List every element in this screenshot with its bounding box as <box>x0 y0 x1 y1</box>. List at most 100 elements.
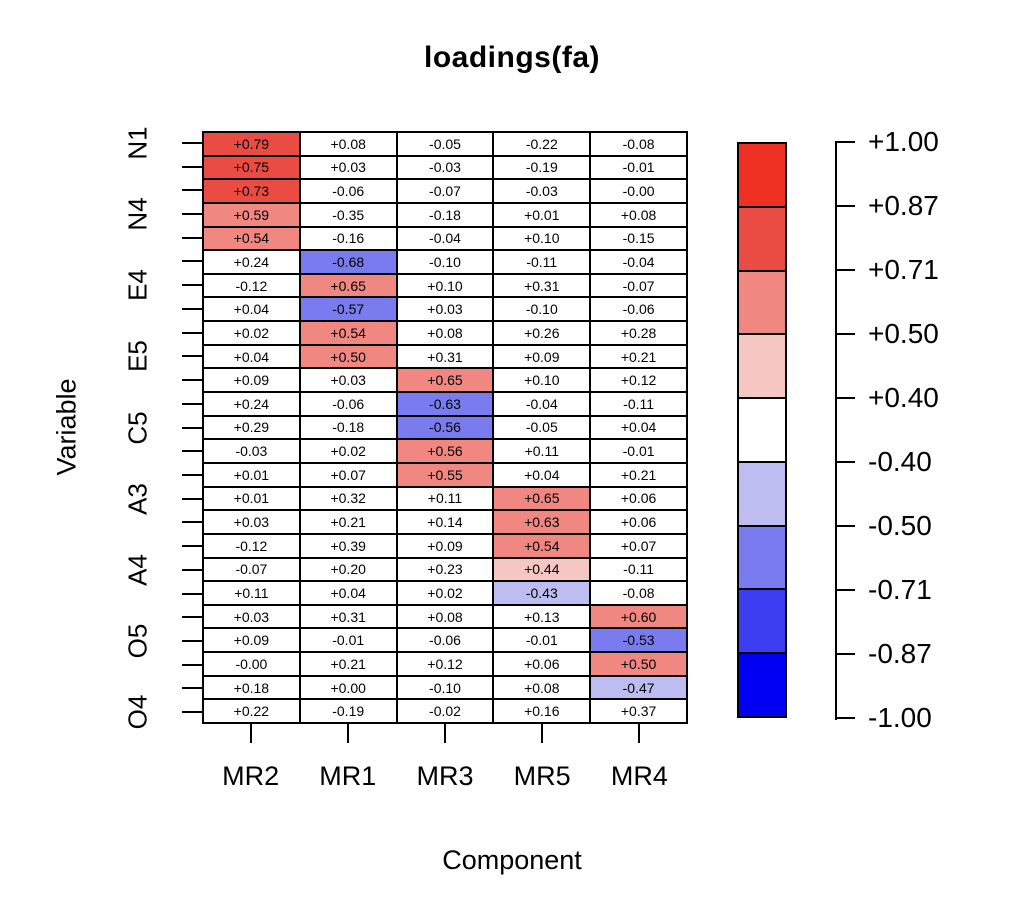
heatmap-cell: +0.03 <box>203 510 300 534</box>
heatmap-cell: +0.59 <box>203 202 300 227</box>
heatmap-cell: +0.65 <box>396 368 494 393</box>
x-axis-tick-label: MR2 <box>222 761 280 791</box>
heatmap-cell: -0.57 <box>299 297 397 322</box>
heatmap-cell: -0.05 <box>493 415 591 440</box>
heatmap-cell: +0.32 <box>299 486 397 511</box>
heatmap-cell: +0.28 <box>590 321 687 345</box>
heatmap-cell: -0.10 <box>396 675 494 700</box>
legend-axis-tick <box>835 589 855 591</box>
y-axis-tick <box>182 402 202 405</box>
heatmap-cell: +0.24 <box>203 392 300 416</box>
legend-tick-label: +0.50 <box>868 318 939 349</box>
y-axis-tick <box>182 497 202 500</box>
heatmap-cell: +0.02 <box>299 439 397 463</box>
heatmap-cell: +0.10 <box>396 273 494 298</box>
heatmap-cell: +0.21 <box>299 510 397 534</box>
heatmap-cell: +0.01 <box>203 486 300 511</box>
heatmap-cell: +0.06 <box>590 510 687 534</box>
x-axis-tick-label: MR4 <box>610 761 668 791</box>
heatmap-cell: -0.08 <box>590 581 687 605</box>
x-axis-tick <box>249 724 252 743</box>
y-axis-tick <box>182 639 202 642</box>
legend-color-block <box>738 461 786 526</box>
legend-axis-tick <box>835 397 855 399</box>
heatmap-cell: +0.22 <box>203 699 300 723</box>
heatmap-cell: -0.18 <box>299 415 397 440</box>
heatmap-cell: -0.04 <box>493 392 591 416</box>
heatmap-cell: +0.01 <box>203 462 300 487</box>
heatmap-cell: +0.00 <box>299 675 397 700</box>
heatmap-cell: +0.10 <box>493 368 591 393</box>
heatmap-cell: +0.60 <box>590 604 687 629</box>
legend-tick-label: +0.71 <box>868 254 939 285</box>
heatmap-cell: +0.03 <box>299 368 397 393</box>
heatmap-cell: -0.15 <box>590 226 687 251</box>
heatmap-cell: -0.00 <box>590 179 687 203</box>
y-axis-tick <box>182 355 202 358</box>
y-axis-tick <box>182 616 202 619</box>
heatmap-cell: -0.53 <box>590 628 687 653</box>
heatmap-cell: -0.18 <box>396 202 494 227</box>
y-axis-tick <box>182 331 202 334</box>
heatmap-cell: -0.12 <box>203 533 300 558</box>
legend-tick-label: +0.40 <box>868 382 939 413</box>
heatmap-cell: -0.03 <box>396 155 494 180</box>
heatmap-cell: +0.09 <box>396 533 494 558</box>
legend-tick-label: -0.71 <box>868 574 932 605</box>
y-axis-tick <box>182 236 202 239</box>
heatmap-cell: +0.14 <box>396 510 494 534</box>
heatmap-cell: -0.07 <box>590 273 687 298</box>
heatmap-cell: +0.79 <box>203 132 300 156</box>
heatmap-cell: -0.03 <box>493 179 591 203</box>
heatmap-cell: +0.08 <box>590 202 687 227</box>
heatmap-cell: -0.06 <box>299 392 397 416</box>
y-axis-tick <box>182 687 202 690</box>
heatmap-cell: +0.65 <box>299 273 397 298</box>
legend-color-bar <box>737 142 787 718</box>
heatmap-cell: +0.56 <box>396 439 494 463</box>
heatmap-cell: -0.07 <box>396 179 494 203</box>
heatmap-cell: -0.08 <box>590 132 687 156</box>
y-axis-tick-label: N1 <box>122 126 153 160</box>
heatmap-cell: -0.11 <box>590 392 687 416</box>
heatmap-cell: -0.47 <box>590 675 687 700</box>
heatmap-cell: +0.07 <box>299 462 397 487</box>
y-axis-tick <box>182 189 202 192</box>
heatmap-cell: +0.39 <box>299 533 397 558</box>
heatmap-cell: +0.06 <box>493 652 591 676</box>
heatmap-cell: +0.50 <box>299 344 397 369</box>
heatmap-cell: +0.04 <box>299 581 397 605</box>
heatmap-cell: +0.08 <box>396 321 494 345</box>
heatmap-cell: -0.11 <box>493 250 591 274</box>
heatmap-cell: +0.12 <box>396 652 494 676</box>
legend-color-block <box>738 143 786 207</box>
y-axis-tick <box>182 568 202 571</box>
heatmap-cell: -0.16 <box>299 226 397 251</box>
heatmap-cell: +0.09 <box>493 344 591 369</box>
legend-axis-line <box>835 142 837 720</box>
y-axis-tick-label: A4 <box>122 553 153 586</box>
heatmap-cell: -0.06 <box>590 297 687 322</box>
legend-color-block <box>738 653 786 717</box>
heatmap-cell: +0.31 <box>396 344 494 369</box>
legend-axis-tick <box>835 653 855 655</box>
y-axis-tick <box>182 260 202 263</box>
legend-tick-label: +0.87 <box>868 190 939 221</box>
heatmap-cell: -0.56 <box>396 415 494 440</box>
heatmap-cell: -0.35 <box>299 202 397 227</box>
heatmap-cell: +0.50 <box>590 652 687 676</box>
heatmap-cell: +0.23 <box>396 557 494 582</box>
heatmap-cell: +0.01 <box>493 202 591 227</box>
legend-axis-tick <box>835 717 855 719</box>
heatmap-cell: +0.12 <box>590 368 687 393</box>
heatmap-cell: +0.09 <box>203 628 300 653</box>
x-axis-tick <box>638 724 641 743</box>
heatmap-cell: -0.05 <box>396 132 494 156</box>
x-axis-tick <box>541 724 544 743</box>
legend-axis-tick <box>835 205 855 207</box>
heatmap-cell: -0.01 <box>493 628 591 653</box>
heatmap-cell: +0.21 <box>299 652 397 676</box>
heatmap-cell: -0.10 <box>396 250 494 274</box>
y-axis-tick-label: N4 <box>122 197 153 231</box>
heatmap-cell: +0.63 <box>493 510 591 534</box>
